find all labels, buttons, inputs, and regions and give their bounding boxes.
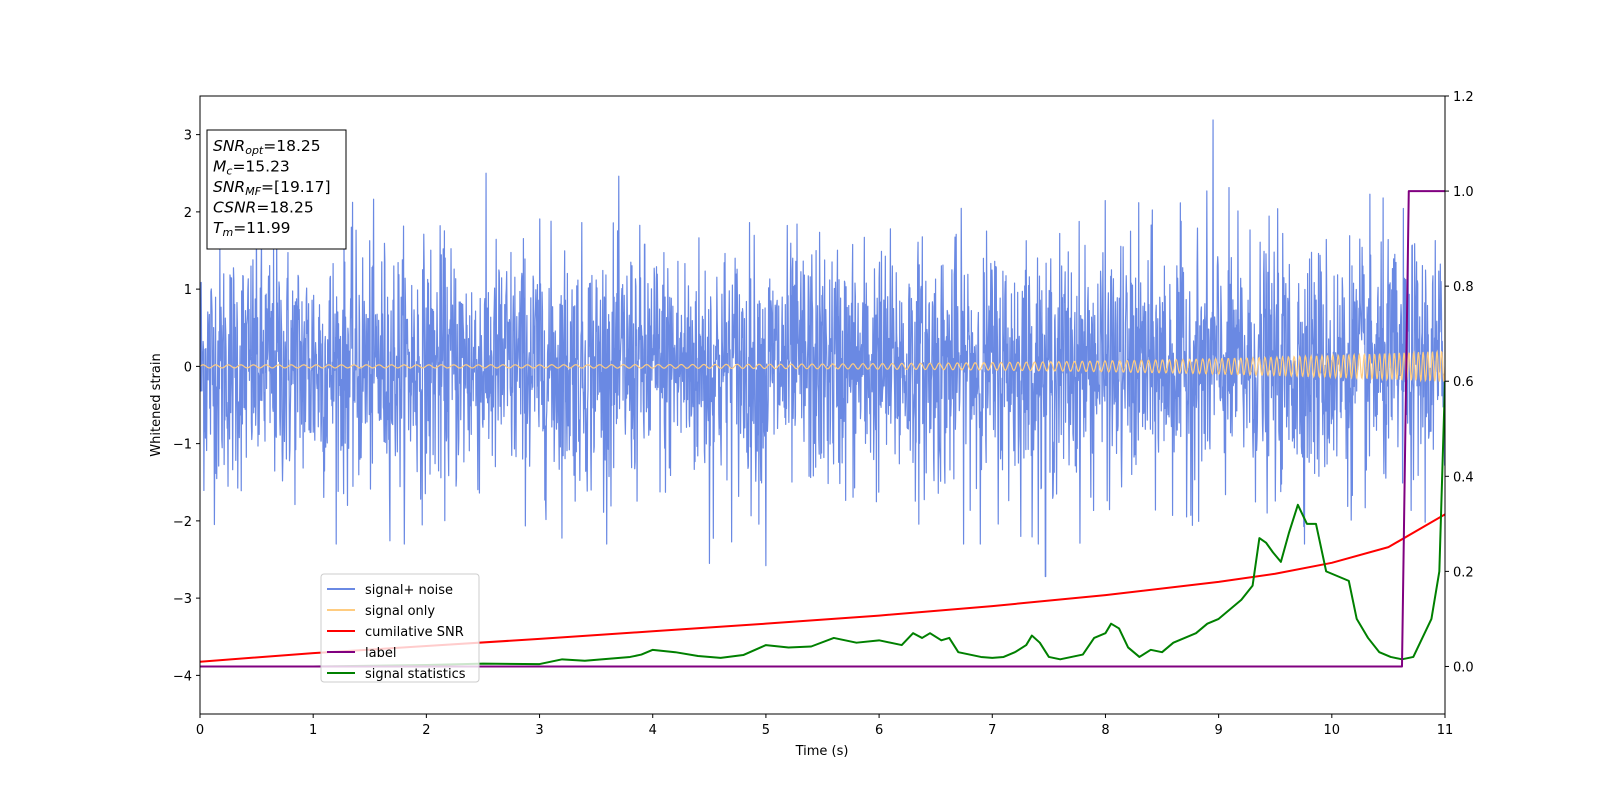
legend: signal+ noise signal only cumilative SNR la…: [320, 573, 480, 683]
y-right-tick-label: 0.8: [1453, 280, 1474, 295]
info-row-subscript: opt: [245, 144, 264, 157]
legend-label: label: [365, 646, 396, 661]
signal-only-line: [200, 349, 1445, 383]
info-row-subscript: c: [226, 165, 232, 178]
x-tick-label: 6: [875, 723, 883, 738]
info-box: SNRopt=18.25Mc=15.23SNRMF=[19.17]CSNR=18…: [206, 129, 347, 250]
y-right-tick-label: 0.6: [1453, 375, 1474, 390]
info-row-subscript: m: [222, 226, 233, 239]
x-axis: 0 1 2 3 4 5 6 7 8 9 10 11: [196, 714, 1453, 738]
x-tick-label: 8: [1101, 723, 1109, 738]
info-row: SNRopt=18.25: [213, 137, 321, 157]
x-tick-label: 5: [762, 723, 770, 738]
signal-noise-line: [200, 119, 1445, 578]
x-tick-label: 9: [1214, 723, 1222, 738]
x-tick-label: 7: [988, 723, 996, 738]
info-row-value: =18.25: [263, 137, 320, 155]
x-tick-label: 2: [422, 723, 430, 738]
y-left-tick-label: 2: [184, 206, 192, 221]
info-row: CSNR=18.25: [213, 199, 314, 217]
plot-frame: [199, 95, 1446, 715]
y-axis-right: 0.0 0.2 0.4 0.6 0.8 1.0 1.2: [1445, 90, 1474, 675]
y-axis-left: −4 −3 −2 −1 0 1 2 3: [173, 129, 200, 684]
info-row-symbol: M: [213, 158, 226, 176]
x-tick-label: 0: [196, 723, 204, 738]
label-line: [200, 190, 1445, 668]
y-right-tick-label: 0.0: [1453, 660, 1474, 675]
info-row-value: =[19.17]: [261, 178, 330, 196]
legend-label: signal only: [365, 604, 435, 619]
signal-statistics-line: [200, 381, 1445, 668]
y-right-tick-label: 0.2: [1453, 565, 1474, 580]
x-tick-label: 10: [1324, 723, 1341, 738]
legend-label: signal statistics: [365, 667, 466, 682]
y-axis-label: Whitened strain: [149, 353, 164, 456]
y-left-tick-label: 3: [184, 129, 192, 144]
legend-frame: [320, 573, 480, 683]
info-row: SNRMF=[19.17]: [213, 178, 331, 198]
info-row-symbol: SNR: [213, 137, 245, 155]
y-left-tick-label: 1: [184, 283, 192, 298]
y-left-tick-label: −1: [173, 438, 192, 453]
info-row-symbol: CSNR: [213, 199, 256, 217]
info-row-subscript: MF: [245, 185, 261, 198]
legend-label: signal+ noise: [365, 583, 453, 598]
info-box-frame: [206, 129, 347, 250]
x-axis-label: Time (s): [795, 744, 849, 759]
y-left-tick-label: 0: [184, 360, 192, 375]
y-right-tick-label: 1.2: [1453, 90, 1474, 105]
info-row-value: =18.25: [256, 199, 313, 217]
info-row-value: =11.99: [233, 219, 290, 237]
y-right-tick-label: 1.0: [1453, 185, 1474, 200]
x-tick-label: 4: [649, 723, 657, 738]
y-left-tick-label: −4: [173, 669, 192, 684]
info-row-value: =15.23: [232, 158, 289, 176]
info-row-symbol: SNR: [213, 178, 245, 196]
info-row: Tm=11.99: [213, 219, 291, 239]
y-left-tick-label: −2: [173, 515, 192, 530]
info-row: Mc=15.23: [213, 158, 290, 178]
x-tick-label: 11: [1437, 723, 1454, 738]
x-tick-label: 3: [535, 723, 543, 738]
x-tick-label: 1: [309, 723, 317, 738]
y-right-tick-label: 0.4: [1453, 470, 1474, 485]
legend-label: cumilative SNR: [365, 625, 464, 640]
y-left-tick-label: −3: [173, 592, 192, 607]
info-row-symbol: T: [213, 219, 224, 237]
